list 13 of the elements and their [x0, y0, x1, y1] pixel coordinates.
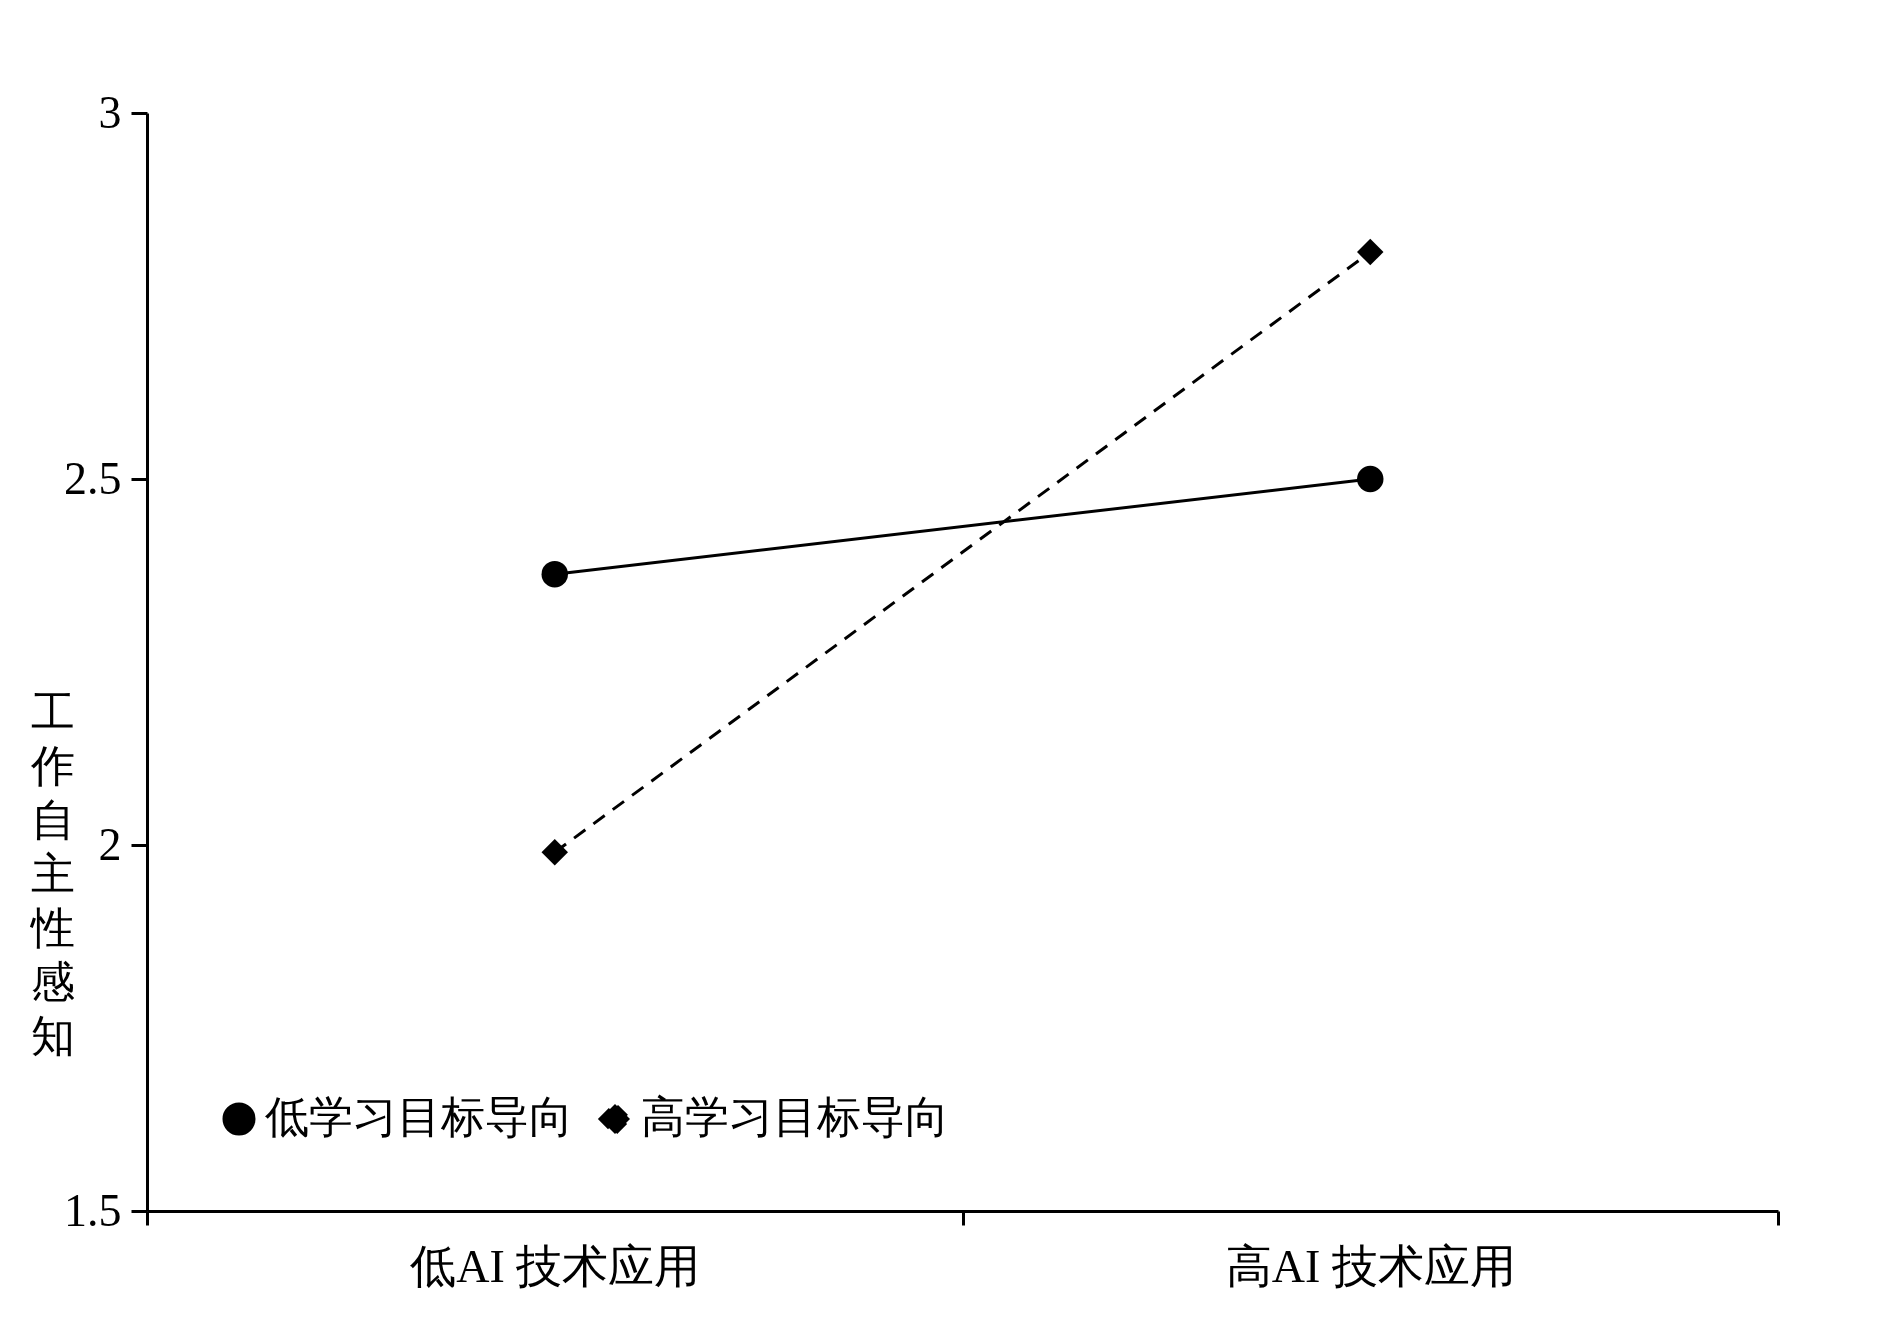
legend-label: 高学习目标导向: [641, 1093, 949, 1142]
x-tick-label: 低AI 技术应用: [410, 1240, 701, 1292]
y-tick-label: 2.5: [64, 452, 122, 504]
point: [541, 839, 568, 866]
point: [1357, 238, 1384, 266]
point: [1357, 465, 1384, 493]
point: [541, 560, 568, 588]
y-tick-label: 3: [98, 86, 122, 138]
y-axis-title: 工作自主性感知: [28, 687, 75, 1061]
legend-label: 低学习目标导向: [265, 1093, 573, 1142]
x-tick-label: 高AI 技术应用: [1225, 1240, 1516, 1292]
y-tick-label: 1.5: [64, 1184, 122, 1236]
y-tick-label: 2: [98, 818, 122, 870]
